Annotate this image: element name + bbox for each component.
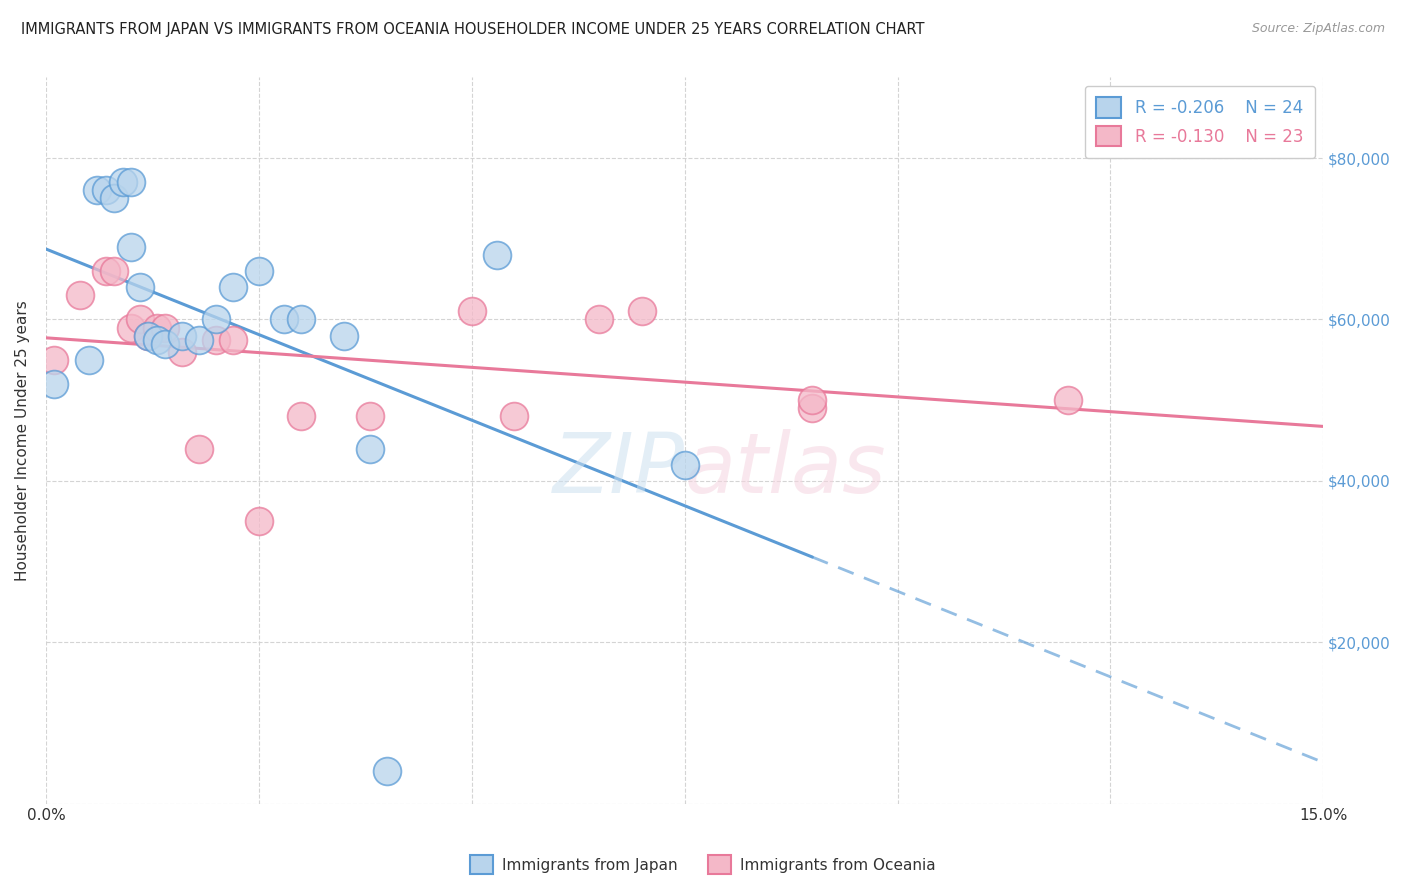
Legend: Immigrants from Japan, Immigrants from Oceania: Immigrants from Japan, Immigrants from O… [464,849,942,880]
Legend: R = -0.206    N = 24, R = -0.130    N = 23: R = -0.206 N = 24, R = -0.130 N = 23 [1085,86,1315,158]
Point [801,401,824,416]
Point [290,312,312,326]
Point [86,183,108,197]
Point [44,377,66,392]
Point [69,288,91,302]
Text: atlas: atlas [685,429,886,510]
Point [103,264,125,278]
Point [103,191,125,205]
Point [153,320,176,334]
Point [461,304,484,318]
Text: Source: ZipAtlas.com: Source: ZipAtlas.com [1251,22,1385,36]
Point [503,409,526,424]
Point [136,328,159,343]
Text: ZIP: ZIP [553,429,685,510]
Point [1056,393,1078,408]
Point [145,320,167,334]
Point [631,304,654,318]
Point [273,312,295,326]
Point [222,333,245,347]
Point [375,764,398,779]
Point [77,352,100,367]
Point [588,312,610,326]
Point [673,458,696,472]
Point [120,320,142,334]
Point [247,514,270,528]
Point [128,280,150,294]
Point [120,175,142,189]
Point [111,175,134,189]
Point [153,336,176,351]
Point [44,352,66,367]
Point [94,264,117,278]
Point [359,442,381,456]
Point [136,328,159,343]
Point [188,333,211,347]
Point [205,312,228,326]
Point [145,333,167,347]
Point [94,183,117,197]
Point [172,328,194,343]
Point [486,248,509,262]
Point [120,240,142,254]
Point [290,409,312,424]
Point [128,312,150,326]
Y-axis label: Householder Income Under 25 years: Householder Income Under 25 years [15,300,30,581]
Point [205,333,228,347]
Text: IMMIGRANTS FROM JAPAN VS IMMIGRANTS FROM OCEANIA HOUSEHOLDER INCOME UNDER 25 YEA: IMMIGRANTS FROM JAPAN VS IMMIGRANTS FROM… [21,22,925,37]
Point [172,344,194,359]
Point [222,280,245,294]
Point [247,264,270,278]
Point [359,409,381,424]
Point [333,328,356,343]
Point [188,442,211,456]
Point [801,393,824,408]
